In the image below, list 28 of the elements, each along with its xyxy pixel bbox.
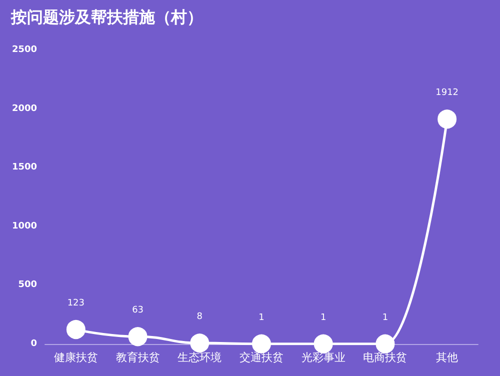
x-tick-label: 交通扶贫 bbox=[240, 351, 284, 364]
x-tick-label: 生态环境 bbox=[178, 351, 222, 364]
y-tick-label: 2500 bbox=[12, 45, 37, 55]
point bbox=[252, 334, 271, 354]
x-tick-label: 光彩事业 bbox=[301, 351, 346, 364]
data-label: 1912 bbox=[436, 88, 459, 98]
point bbox=[314, 334, 333, 354]
data-label: 1 bbox=[320, 312, 326, 323]
y-tick-label: 1000 bbox=[12, 221, 37, 232]
point bbox=[438, 110, 457, 129]
data-label: 63 bbox=[132, 306, 144, 316]
data-label: 1 bbox=[382, 312, 388, 323]
data-label: 123 bbox=[67, 298, 85, 309]
point bbox=[128, 327, 148, 346]
x-tick-label: 电商扶贫 bbox=[363, 351, 408, 364]
x-tick-label: 健康扶贫 bbox=[54, 351, 98, 364]
x-tick-label: 教育扶贫 bbox=[116, 351, 160, 364]
data-label: 1 bbox=[258, 312, 264, 323]
y-tick-label: 1500 bbox=[12, 162, 37, 173]
data-label: 8 bbox=[196, 312, 203, 322]
chart-title: 按问题涉及帮扶措施（村） bbox=[10, 8, 203, 26]
point bbox=[190, 334, 210, 353]
y-tick-label: 2000 bbox=[12, 104, 37, 114]
y-tick-label: 500 bbox=[18, 280, 37, 290]
point bbox=[376, 334, 395, 354]
x-tick-label: 其他 bbox=[436, 351, 458, 364]
y-tick-label: 0 bbox=[30, 339, 37, 349]
point bbox=[66, 320, 86, 340]
